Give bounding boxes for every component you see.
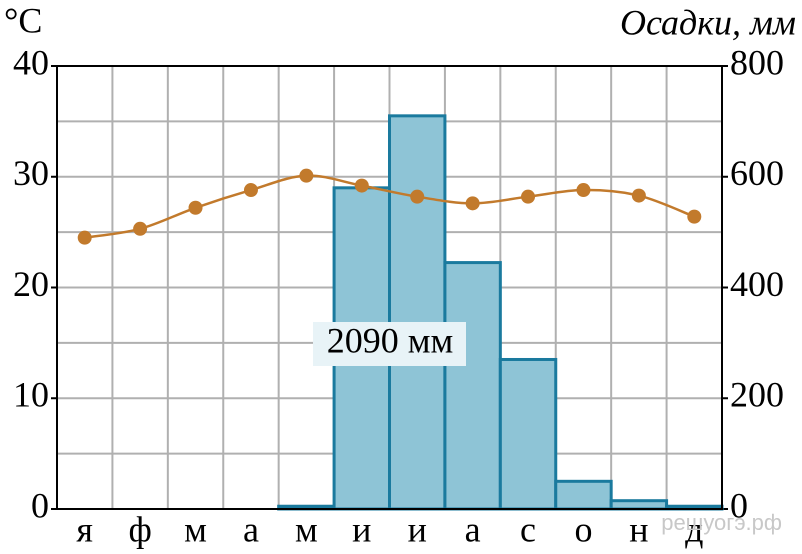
- y-tick-label: 30: [13, 153, 49, 193]
- y-tick-label: 20: [13, 264, 49, 304]
- y2-axis-label: Осадки, мм: [620, 2, 796, 42]
- x-tick-label: а: [465, 509, 481, 549]
- temperature-point: [687, 209, 702, 224]
- bar: [388, 114, 447, 511]
- x-tick-label: н: [629, 509, 648, 549]
- bar: [443, 261, 502, 511]
- x-tick-label: м: [295, 509, 318, 549]
- y2-tick-label: 400: [730, 264, 784, 304]
- x-tick-label: с: [520, 509, 536, 549]
- y-tick-label: 0: [31, 485, 49, 525]
- temperature-point: [243, 183, 258, 198]
- x-tick-label: я: [76, 509, 93, 549]
- temperature-point: [576, 183, 591, 198]
- temperature-point: [521, 189, 536, 204]
- y2-tick-label: 800: [730, 42, 784, 82]
- y-tick-label: 10: [13, 375, 49, 415]
- y2-tick-label: 600: [730, 153, 784, 193]
- temperature-point: [631, 188, 646, 203]
- x-tick-label: и: [408, 509, 427, 549]
- annotation-bg: [313, 322, 466, 366]
- x-tick-label: м: [184, 509, 207, 549]
- bar: [554, 479, 613, 511]
- x-tick-label: ф: [128, 509, 151, 549]
- annotation: 2090 мм: [327, 320, 454, 360]
- temperature-point: [77, 230, 92, 245]
- x-tick-label: и: [352, 509, 371, 549]
- bar: [498, 357, 558, 511]
- plot-frame: [56, 65, 723, 510]
- y2-tick-label: 200: [730, 375, 784, 415]
- x-tick-label: д: [685, 509, 703, 549]
- temperature-point: [299, 168, 314, 183]
- bar: [609, 499, 669, 511]
- temperature-point: [133, 221, 148, 236]
- y2-tick-label: 0: [730, 485, 748, 525]
- temperature-point: [410, 189, 425, 204]
- watermark: решуогэ.рф: [661, 510, 782, 535]
- temperature-point: [354, 178, 369, 193]
- y-axis-label: °C: [4, 0, 42, 40]
- y-tick-label: 40: [13, 42, 49, 82]
- temperature-point: [188, 200, 203, 215]
- temperature-point: [465, 196, 480, 211]
- x-tick-label: а: [243, 509, 259, 549]
- x-tick-label: о: [574, 509, 592, 549]
